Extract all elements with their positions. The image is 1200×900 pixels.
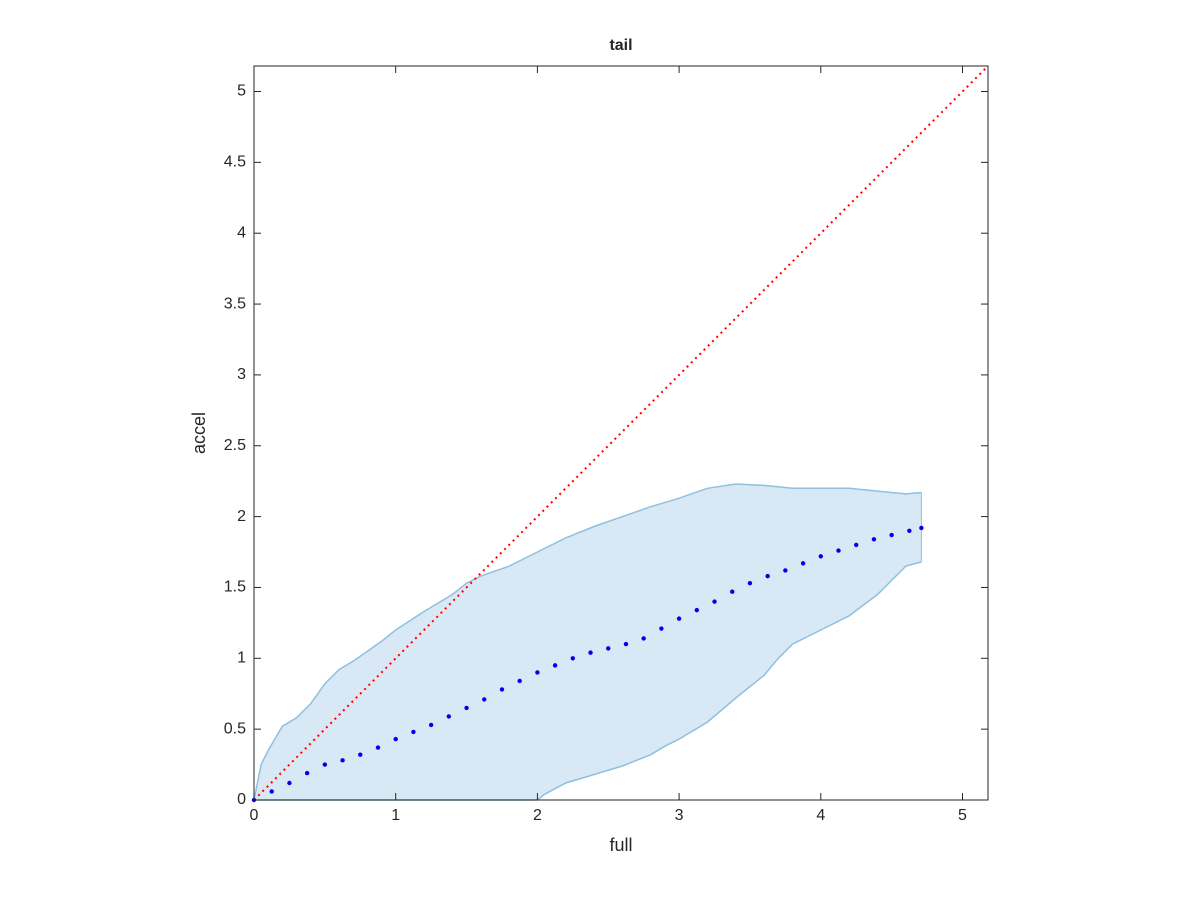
point [889, 532, 894, 538]
x-tick-label: 4 [816, 807, 825, 824]
y-tick-label: 4 [237, 224, 246, 241]
x-tick-label: 0 [250, 807, 259, 824]
point [919, 525, 924, 531]
band-area [254, 484, 922, 800]
point [552, 663, 558, 668]
y-tick-label: 5 [237, 83, 246, 100]
point [269, 789, 274, 794]
point [464, 705, 469, 711]
point [517, 678, 522, 684]
point [783, 568, 788, 573]
point [836, 548, 841, 553]
point [676, 616, 682, 621]
point [818, 554, 823, 559]
point [535, 670, 540, 675]
chart-title: tail [609, 37, 632, 54]
y-tick-label: 1.5 [224, 579, 246, 596]
point [446, 714, 452, 719]
x-tick-label: 2 [533, 807, 542, 824]
point [800, 561, 806, 566]
point [375, 745, 381, 750]
point [871, 537, 877, 542]
y-tick-label: 0 [237, 791, 246, 808]
point [854, 542, 859, 548]
point [393, 736, 398, 742]
point [606, 646, 611, 651]
point [482, 697, 487, 702]
point [499, 687, 505, 692]
y-tick-label: 4.5 [224, 154, 246, 171]
y-tick-label: 1 [237, 650, 246, 667]
y-tick-label: 3 [237, 366, 246, 383]
point [287, 780, 292, 786]
point [411, 729, 416, 735]
y-axis-label: accel [189, 412, 209, 454]
point [641, 636, 646, 641]
point [694, 607, 700, 613]
x-tick-label: 3 [675, 807, 684, 824]
point [304, 770, 310, 776]
y-tick-label: 3.5 [224, 295, 246, 312]
reference-line [253, 65, 989, 801]
point [358, 752, 363, 757]
band-lower [254, 561, 922, 801]
point [570, 656, 576, 661]
x-tick-label: 1 [391, 807, 400, 824]
axes-box [253, 65, 989, 801]
point [659, 626, 664, 631]
point [428, 722, 434, 728]
point [712, 599, 717, 604]
point [623, 641, 629, 647]
x-tick-label: 5 [958, 807, 967, 824]
point [907, 528, 912, 533]
point [730, 589, 735, 594]
y-tick-label: 2 [237, 508, 246, 525]
point [588, 650, 593, 655]
point [340, 758, 345, 763]
x-axis-label: full [609, 835, 632, 855]
y-tick-label: 0.5 [224, 720, 246, 737]
point [747, 581, 753, 586]
band-upper [253, 483, 922, 801]
point [765, 573, 770, 579]
y-tick-label: 2.5 [224, 437, 246, 454]
point [322, 762, 328, 767]
